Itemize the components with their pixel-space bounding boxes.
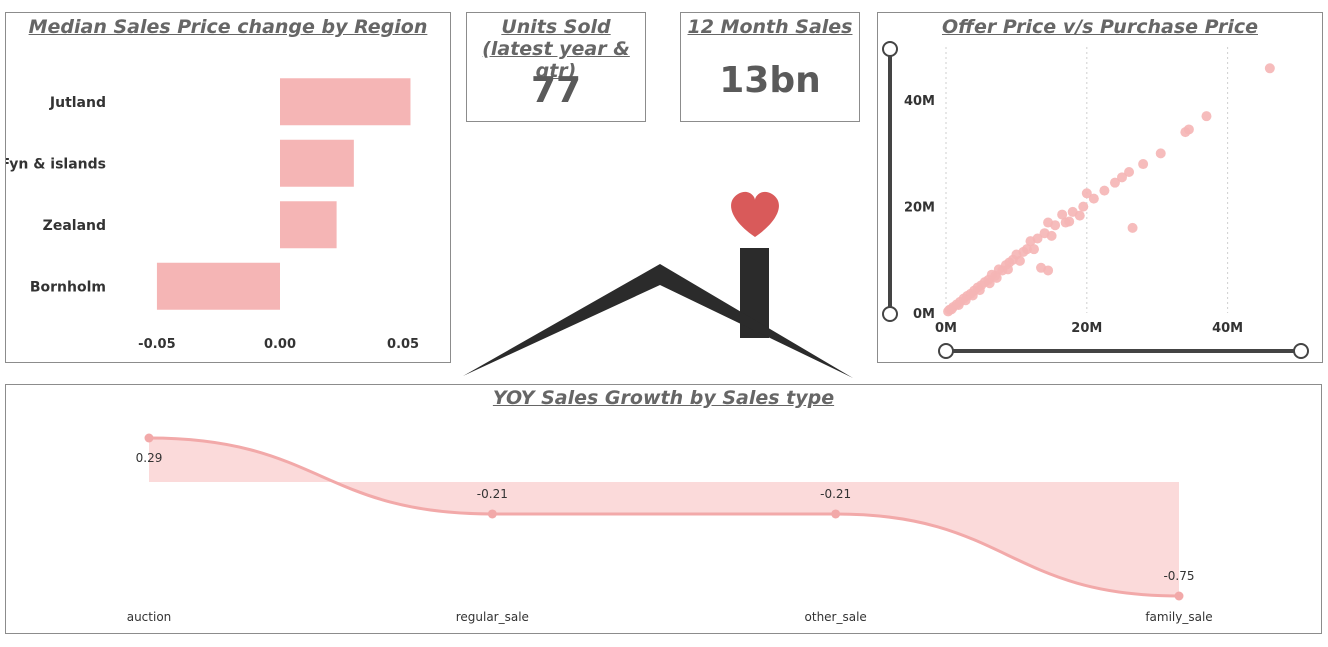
scatter-point [1014,255,1025,266]
bar-3 [156,262,280,310]
scatter-point [1124,167,1135,178]
scatter-point [1078,201,1089,212]
area-x-tick-label: auction [127,610,172,624]
sales-12m-value: 13bn [719,60,821,101]
scatter-y-tick-label: 0M [913,307,935,322]
scatter-point [1155,148,1166,159]
area-data-label: -0.21 [820,487,851,501]
units-sold-card: Units Sold (latest year & qtr) 77 [466,12,646,122]
bar-x-tick-label: 0.05 [387,337,419,352]
scatter-point [991,272,1002,283]
scatter-point [1002,264,1013,275]
region-bar-chart-panel: Median Sales Price change by Region Jutl… [5,12,451,363]
yoy-title: YOY Sales Growth by Sales type [492,387,835,409]
scatter-point [974,285,985,296]
house-logo [463,191,853,378]
scatter-point [1127,222,1138,233]
scatter-point [1099,185,1110,196]
bar-category-label: Bornholm [30,279,106,295]
area-data-label: 0.29 [136,451,163,465]
scatter-point [1138,159,1149,170]
sales-12m-card: 12 Month Sales 13bn [680,12,860,122]
area-data-label: -0.75 [1163,569,1194,583]
bar-category-label: Zealand [43,218,106,234]
scatter-point [984,278,995,289]
area-line [148,436,1180,598]
area-point-family_sale [1174,591,1184,601]
sales-12m-title: 12 Month Sales [687,16,853,38]
x-range-slider-handle-right[interactable] [1293,343,1309,359]
scatter-point [1043,217,1054,228]
bar-x-tick-label: 0.00 [264,337,296,352]
scatter-x-tick-label: 20M [1071,321,1102,336]
scatter-y-tick-label: 40M [904,94,935,109]
scatter-y-tick-label: 20M [904,201,935,216]
bar-1 [280,139,354,187]
yoy-area-chart: 0.29 auction -0.21 regular_sale -0.21 other_s… [127,433,1213,624]
units-sold-title: Units Sold (latest year & qtr) [482,16,630,82]
scatter-point [953,300,964,311]
area-x-tick-label: other_sale [805,610,867,624]
scatter-panel: Offer Price v/s Purchase Price 0M 0M 20M 20… [877,12,1323,363]
bar-category-label: Jutland [49,95,106,111]
area-point-regular_sale [487,509,497,519]
yoy-area-panel: YOY Sales Growth by Sales type 0.29 aucti… [5,384,1322,634]
scatter-point [1064,216,1075,227]
scatter-point [967,290,978,301]
scatter-point [1081,188,1092,199]
area-fill [149,438,1179,596]
area-point-other_sale [831,509,841,519]
region-chart-title: Median Sales Price change by Region [28,16,428,38]
y-range-slider-handle-top[interactable] [882,41,898,57]
scatter-point [960,295,971,306]
heart-icon [731,191,779,237]
scatter-point [1025,236,1036,247]
area-x-tick-label: regular_sale [456,610,529,624]
scatter-x-tick-label: 40M [1212,321,1243,336]
bar-x-tick-label: -0.05 [138,337,175,352]
scatter-point [1074,210,1085,221]
scatter-point [1264,63,1275,74]
area-data-label: -0.21 [477,487,508,501]
scatter-point [1117,172,1127,183]
scatter-point [1201,111,1212,122]
bar-2 [280,201,337,249]
house-roof-icon [463,264,853,378]
scatter-point [1036,262,1047,273]
x-range-slider-handle-left[interactable] [938,343,954,359]
scatter-x-tick-label: 0M [935,321,957,336]
scatter-point [1057,209,1068,220]
region-bar-chart: Jutland Fyn & islands Zealand Bornholm -0.05… [6,78,419,352]
scatter-point [1046,230,1057,241]
y-range-slider-handle-bottom[interactable] [882,306,898,322]
bar-category-label: Fyn & islands [6,156,106,172]
scatter-title: Offer Price v/s Purchase Price [941,16,1258,38]
scatter-point [1109,177,1120,188]
area-point-auction [144,433,154,443]
units-sold-value: 77 [530,70,582,111]
scatter-point [1029,244,1039,255]
scatter-point [1088,193,1099,204]
scatter-point [1180,127,1191,138]
area-x-tick-label: family_sale [1145,610,1212,624]
bar-0 [280,78,411,126]
